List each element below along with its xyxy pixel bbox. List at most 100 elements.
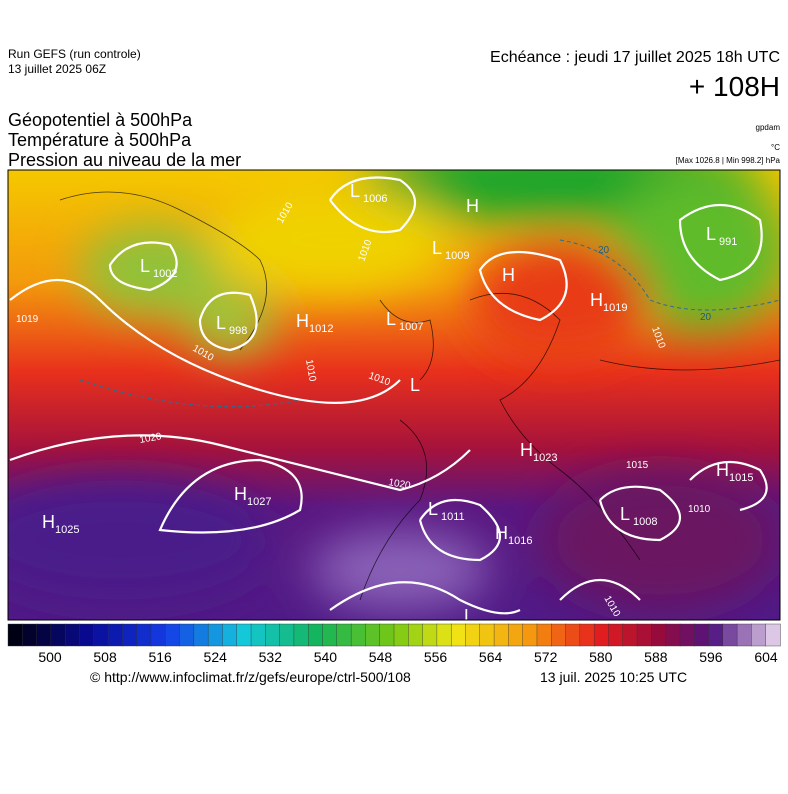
- colorbar-swatch: [765, 623, 781, 647]
- center-kind: L: [386, 309, 396, 329]
- colorbar-swatch: [350, 623, 367, 647]
- field-name: Pression au niveau de la mer: [8, 150, 241, 170]
- colorbar-swatch: [93, 623, 109, 647]
- center-kind: H: [520, 440, 533, 460]
- colorbar-swatch: [236, 623, 252, 647]
- colorbar-label: 604: [754, 649, 778, 665]
- colorbar-swatch: [50, 623, 66, 647]
- colorbar-swatch: [479, 623, 495, 647]
- center-pressure: 1027: [247, 496, 271, 508]
- colorbar-swatch: [408, 623, 424, 647]
- colorbar-label: 524: [204, 649, 228, 665]
- colorbar-label: 548: [369, 649, 393, 665]
- colorbar-label: 508: [93, 649, 117, 665]
- center-kind: L: [428, 499, 438, 519]
- center-pressure: 998: [229, 325, 247, 337]
- colorbar-swatch: [207, 623, 224, 647]
- center-kind: L: [410, 375, 420, 395]
- center-pressure: 1007: [399, 321, 423, 333]
- run-name: Run GEFS (run controle): [8, 47, 141, 61]
- center-kind: L: [464, 606, 474, 626]
- colorbar-label: 540: [314, 649, 338, 665]
- colorbar-swatch: [579, 623, 595, 647]
- colorbar-swatch: [222, 623, 238, 647]
- center-kind: H: [42, 512, 55, 532]
- center-kind: H: [296, 311, 309, 331]
- colorbar-swatch: [7, 623, 23, 647]
- center-pressure: 1025: [55, 524, 79, 536]
- colorbar-swatch: [522, 623, 538, 647]
- colorbar-swatch: [450, 623, 467, 647]
- colorbar-swatch: [107, 623, 124, 647]
- center-pressure: 991: [719, 236, 737, 248]
- center-pressure: 1009: [445, 250, 469, 262]
- colorbar-swatch: [122, 623, 138, 647]
- valid-time: Echéance : jeudi 17 juillet 2025 18h UTC: [490, 49, 780, 66]
- center-kind: L: [140, 256, 150, 276]
- colorbar-swatch: [608, 623, 624, 647]
- isobar-label: 1010: [303, 359, 318, 383]
- colorbar-swatch: [64, 623, 81, 647]
- run-date: 13 juillet 2025 06Z: [8, 62, 106, 76]
- colorbar-swatch: [636, 623, 653, 647]
- colorbar-swatch: [551, 623, 567, 647]
- colorbar-label: 500: [38, 649, 62, 665]
- field-name: Température à 500hPa: [8, 130, 192, 150]
- center-pressure: 1008: [633, 516, 657, 528]
- center-kind: L: [706, 224, 716, 244]
- center-kind: H: [716, 460, 729, 480]
- colorbar-swatch: [22, 623, 38, 647]
- colorbar-swatch: [436, 623, 452, 647]
- colorbar-swatch: [722, 623, 738, 647]
- colorbar-swatch: [79, 623, 95, 647]
- colorbar-swatch: [136, 623, 152, 647]
- colorbar-label: 532: [259, 649, 283, 665]
- center-pressure: 1019: [603, 302, 627, 314]
- colorbar-swatch: [508, 623, 524, 647]
- colorbar-swatch: [751, 623, 767, 647]
- center-pressure: 1012: [309, 323, 333, 335]
- colorbar-swatch: [422, 623, 438, 647]
- colorbar-label: 572: [534, 649, 558, 665]
- colorbar-label: 516: [148, 649, 172, 665]
- center-kind: L: [216, 313, 226, 333]
- unit: °C: [771, 143, 780, 152]
- colorbar-swatch: [250, 623, 267, 647]
- colorbar-swatch: [379, 623, 395, 647]
- isobar-label: 1015: [626, 460, 649, 471]
- colorbar-swatch: [150, 623, 166, 647]
- colorbar-swatch: [308, 623, 324, 647]
- colorbar-swatch: [465, 623, 481, 647]
- center-pressure: 1011: [441, 511, 465, 523]
- center-pressure: 1006: [363, 193, 387, 205]
- colorbar-swatch: [694, 623, 710, 647]
- isobar-label: 1019: [16, 314, 39, 325]
- colorbar-swatch: [622, 623, 638, 647]
- colorbar-swatch: [536, 623, 552, 647]
- isobar-label: 1020: [387, 477, 411, 492]
- center-kind: H: [495, 523, 508, 543]
- colorbar-swatch: [193, 623, 209, 647]
- lead-time: + 108H: [689, 71, 780, 102]
- colorbar-swatch: [336, 623, 352, 647]
- center-pressure: 1015: [729, 472, 753, 484]
- center-pressure: 1023: [533, 452, 557, 464]
- center-kind: H: [234, 484, 247, 504]
- isobar-label: 1020: [139, 431, 163, 446]
- colorbar-swatch: [565, 623, 581, 647]
- center-kind: L: [620, 504, 630, 524]
- colorbar-swatch: [365, 623, 381, 647]
- colorbar-label: 556: [424, 649, 448, 665]
- colorbar-swatch: [322, 623, 338, 647]
- center-kind: H: [466, 196, 479, 216]
- colorbar-swatch: [265, 623, 281, 647]
- isobar-label: 1010: [688, 504, 711, 515]
- colorbar-label: 580: [589, 649, 613, 665]
- unit: gpdam: [756, 123, 781, 132]
- center-kind: L: [432, 238, 442, 258]
- source-url: © http://www.infoclimat.fr/z/gefs/europe…: [90, 669, 411, 685]
- center-pressure: 1002: [153, 268, 177, 280]
- colorbar-swatch: [679, 623, 695, 647]
- center-pressure: 1016: [508, 535, 532, 547]
